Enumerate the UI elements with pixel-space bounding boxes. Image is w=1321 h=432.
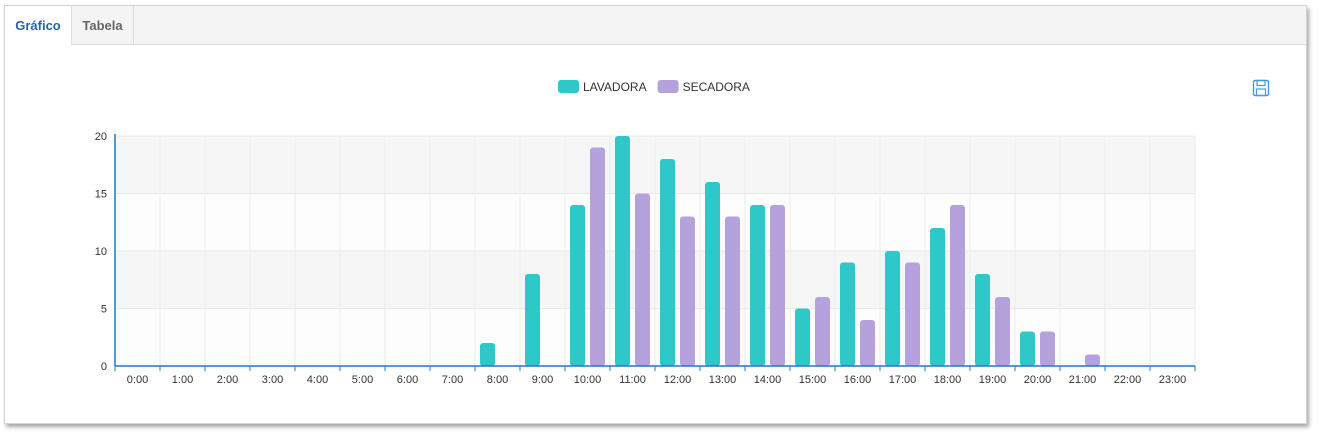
x-tick-label: 18:00 (934, 374, 962, 386)
bar-secadora-1800 (950, 205, 965, 366)
save-icon[interactable] (1252, 79, 1270, 97)
tab-tabela[interactable]: Tabela (72, 6, 134, 45)
bar-lavadora-900 (525, 274, 540, 366)
bar-lavadora-1700 (885, 251, 900, 366)
x-tick-label: 4:00 (307, 374, 328, 386)
y-tick-label: 0 (101, 361, 107, 373)
tab-grafico[interactable]: Gráfico (5, 6, 72, 45)
bar-lavadora-1300 (705, 182, 720, 366)
bar-secadora-1900 (995, 297, 1010, 366)
y-tick-label: 10 (95, 246, 107, 258)
bar-secadora-2000 (1040, 331, 1055, 366)
y-tick-label: 5 (101, 304, 107, 316)
x-tick-label: 19:00 (979, 374, 1007, 386)
chart-panel: Gráfico Tabela 0 5 10 15 20 0:00 1:00 2:00 3:00 4… (4, 5, 1307, 424)
y-tick-label: 20 (95, 131, 107, 143)
legend-swatch-lavadora (558, 80, 579, 93)
x-tick-label: 15:00 (799, 374, 827, 386)
bar-lavadora-1200 (660, 159, 675, 366)
x-tick-label: 3:00 (262, 374, 283, 386)
x-tick-label: 13:00 (709, 374, 737, 386)
bar-lavadora-1000 (570, 205, 585, 366)
x-tick-label: 5:00 (352, 374, 373, 386)
x-tick-label: 10:00 (574, 374, 602, 386)
x-tick-label: 20:00 (1024, 374, 1052, 386)
bar-secadora-1000 (590, 147, 605, 366)
x-tick-label: 23:00 (1159, 374, 1187, 386)
bar-secadora-1100 (635, 193, 650, 366)
x-tick-label: 1:00 (172, 374, 193, 386)
x-tick-label: 7:00 (442, 374, 463, 386)
x-tick-label: 6:00 (397, 374, 418, 386)
x-tick-label: 17:00 (889, 374, 917, 386)
bar-lavadora-1400 (750, 205, 765, 366)
legend-label-secadora: SECADORA (683, 80, 750, 94)
bar-secadora-1400 (770, 205, 785, 366)
x-tick-label: 22:00 (1114, 374, 1142, 386)
bar-lavadora-1800 (930, 228, 945, 366)
bar-lavadora-1900 (975, 274, 990, 366)
bar-lavadora-1100 (615, 136, 630, 366)
bar-secadora-1200 (680, 216, 695, 366)
tab-bar: Gráfico Tabela (5, 6, 1306, 45)
bar-lavadora-800 (480, 343, 495, 366)
x-tick-label: 9:00 (532, 374, 553, 386)
bar-lavadora-1600 (840, 262, 855, 366)
x-tick-label: 21:00 (1069, 374, 1097, 386)
bar-secadora-1700 (905, 262, 920, 366)
bar-lavadora-2000 (1020, 331, 1035, 366)
bar-secadora-2100 (1085, 354, 1100, 366)
x-tick-label: 2:00 (217, 374, 238, 386)
bar-chart: 0 5 10 15 20 0:00 1:00 2:00 3:00 4:00 5:00 6:00 7:00… (95, 80, 1196, 386)
legend-swatch-secadora (657, 80, 679, 93)
x-tick-label: 11:00 (619, 374, 646, 386)
bar-secadora-1300 (725, 216, 740, 366)
x-tick-label: 16:00 (844, 374, 872, 386)
x-tick-label: 0:00 (127, 374, 148, 386)
y-tick-label: 15 (95, 189, 107, 201)
x-tick-label: 14:00 (754, 374, 782, 386)
x-tick-label: 8:00 (487, 374, 508, 386)
legend-label-lavadora: LAVADORA (583, 80, 647, 94)
x-tick-label: 12:00 (664, 374, 692, 386)
bar-lavadora-1500 (795, 308, 810, 366)
bar-secadora-1600 (860, 320, 875, 366)
bar-secadora-1500 (815, 297, 830, 366)
